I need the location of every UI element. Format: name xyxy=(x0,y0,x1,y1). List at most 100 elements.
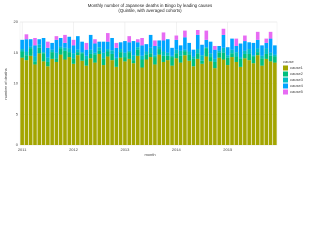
bar-segment xyxy=(135,55,140,146)
bar-segment xyxy=(247,42,251,50)
bar-segment xyxy=(67,52,72,58)
bar-segment xyxy=(157,40,162,47)
bar-segment xyxy=(84,55,89,60)
y-tick-label: 0 xyxy=(16,142,19,147)
bar-segment xyxy=(230,57,234,145)
bar-segment xyxy=(33,56,37,62)
legend-swatch xyxy=(283,89,288,95)
bar-segment xyxy=(225,57,230,66)
legend-label: cause4 xyxy=(290,83,304,88)
bar-segment xyxy=(161,32,166,41)
bar-segment xyxy=(33,37,37,46)
bar-segment xyxy=(114,57,119,60)
bar-segment xyxy=(208,57,213,62)
bar-segment xyxy=(50,52,54,59)
bar-segment xyxy=(71,63,76,145)
legend-label: cause5 xyxy=(290,89,304,94)
bar-segment xyxy=(268,31,273,39)
bar-segment xyxy=(195,58,200,145)
bar-segment xyxy=(247,60,251,145)
bar-segment xyxy=(157,49,162,55)
bar-segment xyxy=(123,61,127,145)
bar-segment xyxy=(251,56,256,64)
bar-segment xyxy=(148,34,153,48)
chart-subtitle: (Quintile, with averaged cohorts) xyxy=(118,8,182,13)
bar-segment xyxy=(110,60,114,145)
bar-segment xyxy=(217,50,221,53)
bar-segment xyxy=(268,52,273,56)
bar-segment xyxy=(127,42,132,51)
bar-segment xyxy=(225,65,230,145)
bar-segment xyxy=(110,50,114,54)
bar-segment xyxy=(178,50,183,56)
bar-segment xyxy=(230,49,234,54)
bar-segment xyxy=(33,45,37,57)
bar-segment xyxy=(106,56,110,145)
bar-segment xyxy=(118,42,123,50)
bar-segment xyxy=(46,66,50,145)
x-tick-label: 2012 xyxy=(69,147,79,152)
bar-segment xyxy=(200,63,204,145)
bar-segment xyxy=(123,52,127,58)
bar-segment xyxy=(200,60,204,64)
bar-segment xyxy=(178,62,183,146)
bar-segment xyxy=(187,60,191,146)
bar-segment xyxy=(183,51,187,56)
bar-segment xyxy=(140,45,144,56)
bar-segment xyxy=(217,52,221,58)
bar-segment xyxy=(50,42,54,50)
bar-segment xyxy=(165,55,170,61)
bar-segment xyxy=(273,62,277,146)
bar-segment xyxy=(80,53,84,61)
bar-segment xyxy=(255,31,260,40)
bar-segment xyxy=(243,53,247,59)
bar-segment xyxy=(41,53,46,62)
bar-segment xyxy=(101,58,106,66)
bar-segment xyxy=(80,60,84,146)
legend-label: cause2 xyxy=(290,71,304,76)
legend-swatch xyxy=(283,83,288,89)
bar-segment xyxy=(195,29,200,35)
bar-segment xyxy=(204,56,209,145)
bar-segment xyxy=(88,49,93,54)
bar-segment xyxy=(153,55,157,58)
bar-segment xyxy=(234,38,239,46)
bar-segment xyxy=(114,47,119,58)
bar-segment xyxy=(264,42,269,49)
bar-segment xyxy=(37,44,42,48)
bar-segment xyxy=(200,55,204,61)
bar-segment xyxy=(238,66,243,145)
bar-segment xyxy=(217,57,221,145)
bar-segment xyxy=(101,65,106,145)
bar-segment xyxy=(37,39,42,45)
bar-segment xyxy=(221,59,226,145)
legend-label: cause1 xyxy=(290,65,304,70)
bar-segment xyxy=(106,51,110,57)
bar-segment xyxy=(114,66,119,145)
y-tick-label: 15 xyxy=(14,50,19,55)
bar-segment xyxy=(88,53,93,59)
bar-segment xyxy=(110,53,114,61)
bar-segment xyxy=(191,58,196,67)
bar-segment xyxy=(213,49,217,59)
bar-segment xyxy=(24,34,29,40)
bar-segment xyxy=(178,45,183,51)
bar-segment xyxy=(93,52,97,55)
bar-segment xyxy=(174,35,179,40)
bar-segment xyxy=(54,61,59,145)
bar-segment xyxy=(140,67,144,145)
bar-segment xyxy=(195,49,200,54)
bar-segment xyxy=(238,58,243,67)
bar-segment xyxy=(127,52,132,59)
bar-segment xyxy=(170,55,174,58)
bar-segment xyxy=(24,51,29,56)
bar-segment xyxy=(260,45,264,56)
bar-segment xyxy=(264,48,269,54)
bar-segment xyxy=(93,54,97,63)
bar-segment xyxy=(84,65,89,145)
bar-segment xyxy=(106,41,110,50)
bar-segment xyxy=(273,56,277,63)
bar-segment xyxy=(135,42,140,48)
bar-segment xyxy=(153,64,157,145)
bar-segment xyxy=(58,37,63,47)
